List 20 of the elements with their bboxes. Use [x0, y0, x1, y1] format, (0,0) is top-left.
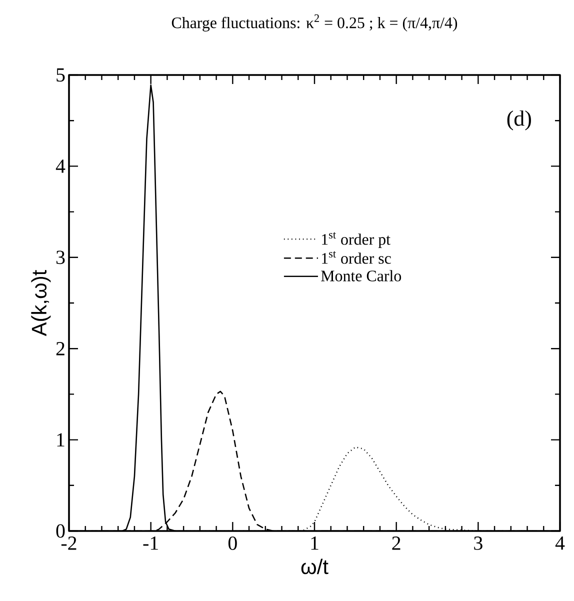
y-tick-label: 0	[56, 524, 65, 538]
y-tick-label: 3	[56, 250, 65, 264]
x-tick-label: 4	[555, 536, 565, 550]
y-tick-label: 1	[57, 433, 64, 446]
legend-label: 1$^{st}$ order sc	[322, 251, 391, 264]
chart-title: Charge fluctuations: κ$^{2}$ = 0.25 ; k = (π/4,π/4)	[172, 14, 458, 32]
legend-label: Monte Carlo	[321, 270, 402, 282]
x-tick-label: 3	[474, 536, 482, 550]
annotation: (d)	[507, 110, 531, 130]
x-tick-label: 0	[228, 536, 237, 550]
x-tick-label: 2	[392, 536, 400, 550]
legend-label: 1$^{st}$ order pt	[322, 232, 390, 248]
x-axis-title: ω/t	[301, 558, 328, 574]
x-tick-label: -2	[61, 536, 76, 550]
x-tick-label: -1	[143, 536, 158, 550]
y-tick-label: 5	[56, 68, 65, 82]
x-tick-label: 1	[311, 536, 318, 550]
y-axis-title: A(k,ω)t	[31, 270, 51, 336]
y-tick-label: 2	[56, 342, 64, 356]
y-tick-label: 4	[56, 160, 66, 173]
